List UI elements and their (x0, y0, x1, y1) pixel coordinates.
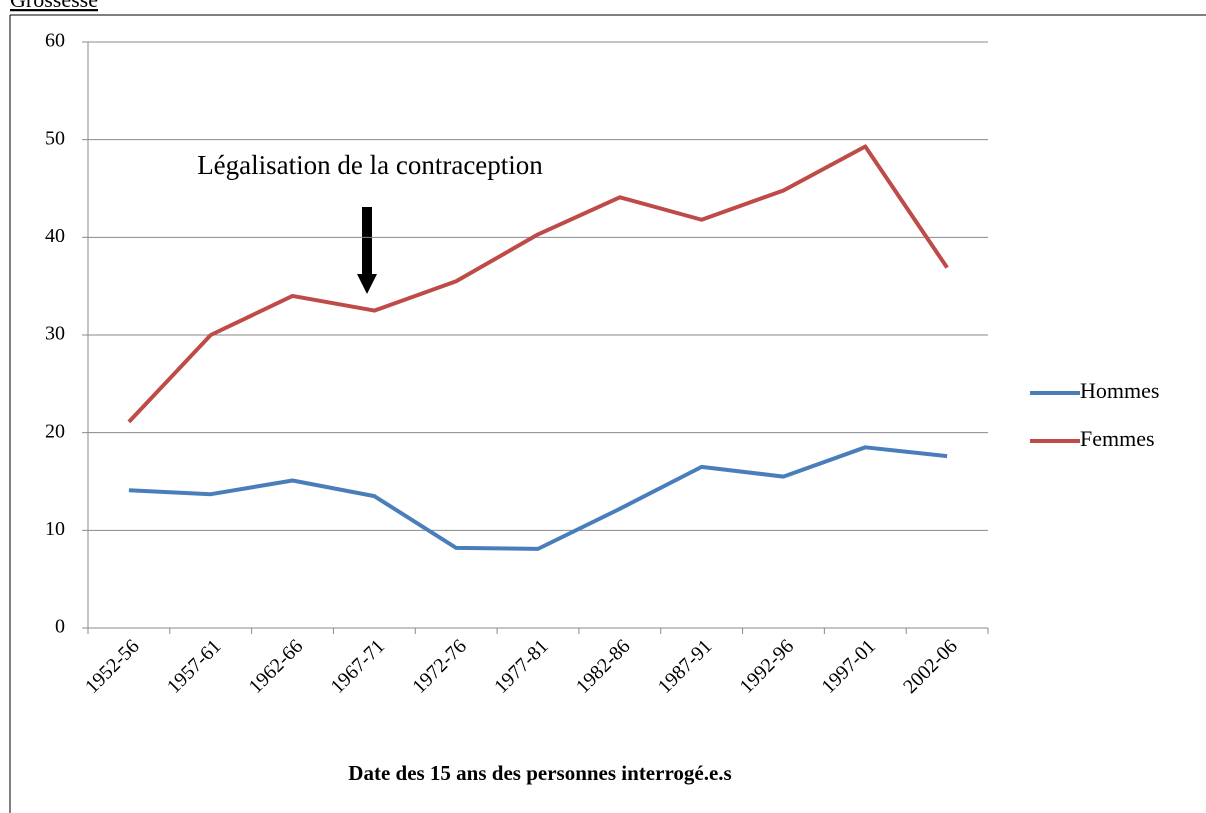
y-tick-label: 60 (45, 30, 65, 52)
x-tick-label: 1967-71 (326, 635, 389, 698)
arrow-shaft (362, 207, 372, 275)
line-series (128, 445, 948, 551)
legend-label: Hommes (1080, 378, 1159, 403)
x-tick-label: 1997-01 (817, 635, 880, 698)
y-tick-label: 20 (45, 420, 65, 442)
x-tick-label: 1982-86 (572, 635, 635, 698)
x-tick-label: 1962-66 (245, 635, 308, 698)
x-axis-label: Date des 15 ans des personnes interrogé.… (348, 761, 731, 785)
x-tick-label: 2002-06 (899, 635, 962, 698)
x-tick-label: 1952-56 (81, 635, 144, 698)
heading: Grossesse (10, 0, 98, 12)
y-tick-label: 0 (55, 616, 65, 638)
y-tick-label: 30 (45, 323, 65, 345)
annotation: Légalisation de la contraception (197, 150, 543, 180)
x-tick-label: 1992-96 (736, 635, 799, 698)
line-series (127, 144, 949, 424)
arrow-head (357, 274, 377, 294)
y-tick-label: 50 (45, 127, 65, 149)
x-tick-label: 1972-76 (408, 635, 471, 698)
x-tick-label: 1957-61 (163, 635, 226, 698)
x-tick-label: 1987-91 (654, 635, 717, 698)
arrow (357, 207, 377, 294)
y-tick-label: 10 (45, 518, 65, 540)
x-tick-label: 1977-81 (490, 635, 553, 698)
legend-label: Femmes (1080, 426, 1155, 451)
y-tick-label: 40 (45, 225, 65, 247)
